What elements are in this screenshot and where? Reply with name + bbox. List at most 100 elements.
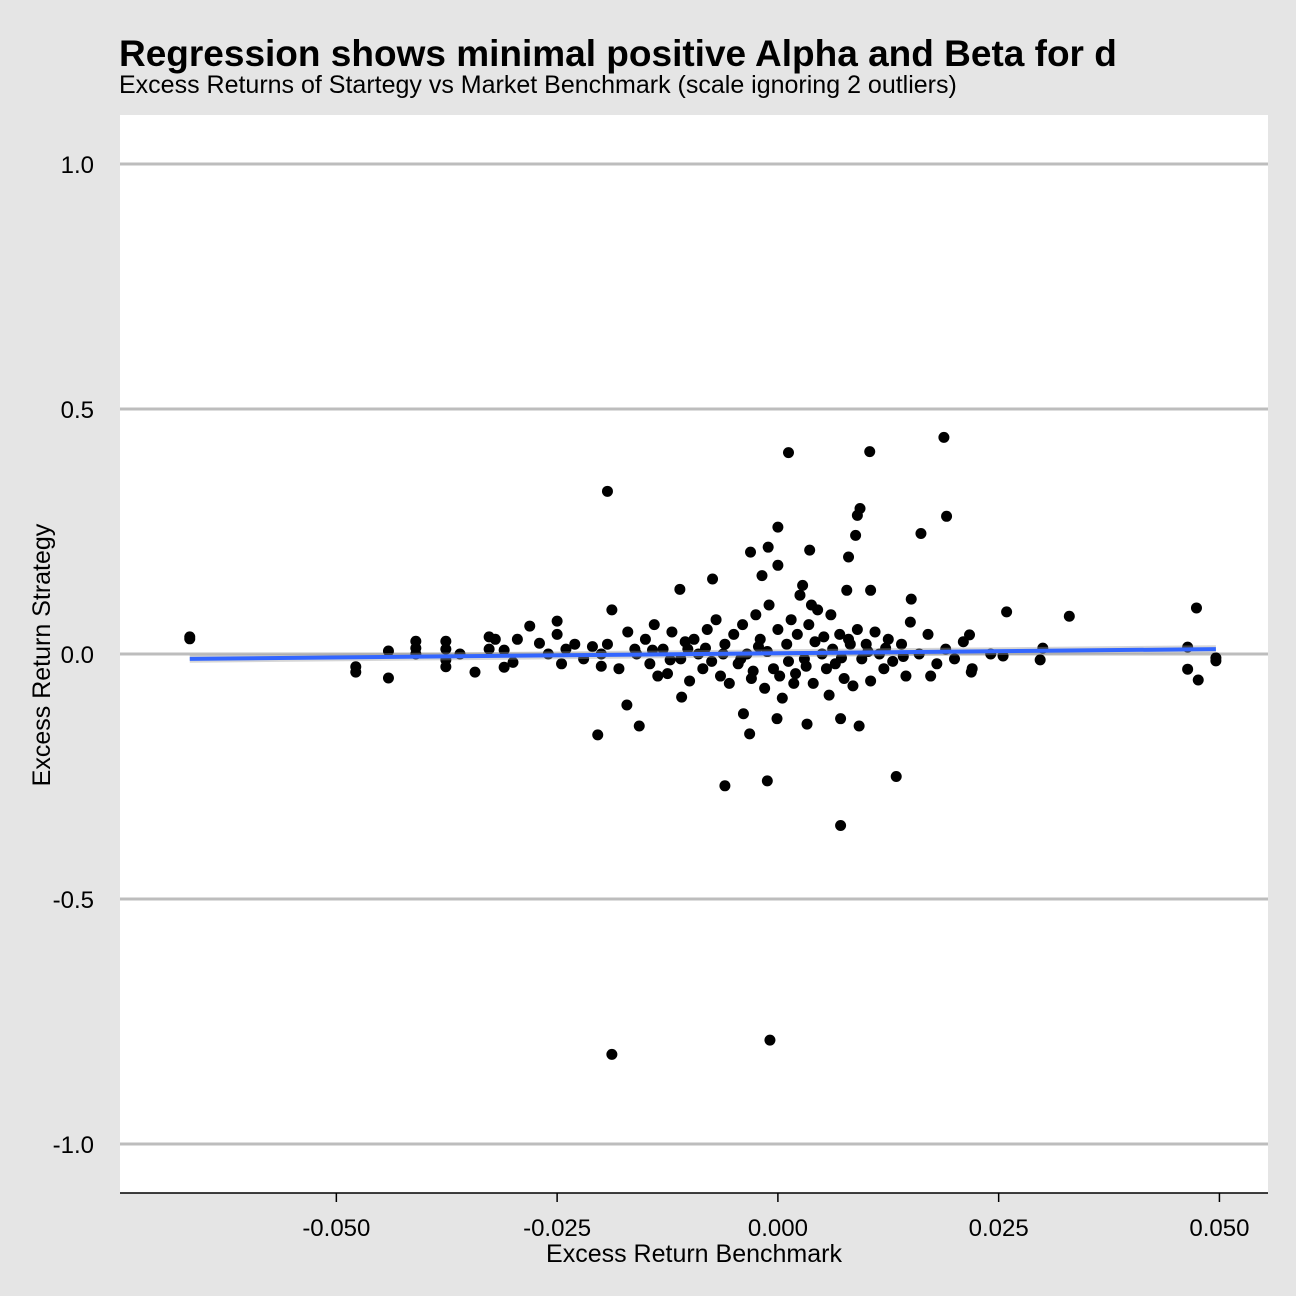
x-tick-label: -0.025	[523, 1215, 591, 1242]
data-point	[782, 655, 794, 667]
data-point	[621, 699, 633, 711]
data-point	[818, 631, 830, 643]
x-tick-label: 0.050	[1189, 1215, 1249, 1242]
chart-title: Regression shows minimal positive Alpha …	[119, 33, 1117, 74]
data-point	[747, 665, 759, 677]
data-point	[498, 661, 510, 673]
data-point	[887, 655, 899, 667]
data-point	[714, 670, 726, 682]
data-point	[719, 780, 731, 792]
data-point	[507, 656, 519, 668]
data-point	[781, 638, 793, 650]
data-point	[737, 619, 749, 631]
data-point	[648, 619, 660, 631]
data-point	[825, 609, 837, 621]
data-point	[601, 485, 613, 497]
data-point	[865, 675, 877, 687]
data-point	[382, 645, 394, 657]
data-point	[922, 628, 934, 640]
data-point	[737, 708, 749, 720]
data-point	[629, 643, 641, 655]
y-tick-label: 1.0	[61, 152, 94, 179]
chart-subtitle: Excess Returns of Startegy vs Market Ben…	[119, 71, 957, 99]
data-point	[997, 650, 1009, 662]
data-point	[834, 628, 846, 640]
data-point	[776, 692, 788, 704]
data-point	[1210, 655, 1222, 667]
data-point	[957, 636, 969, 648]
data-point	[782, 447, 794, 459]
data-point	[524, 620, 536, 632]
data-point	[469, 666, 481, 678]
data-point	[533, 637, 545, 649]
data-point	[697, 663, 709, 675]
data-point	[804, 544, 816, 556]
data-point	[350, 666, 362, 678]
data-point	[639, 633, 651, 645]
data-point	[938, 431, 950, 443]
data-point	[949, 653, 961, 665]
data-point	[869, 626, 881, 638]
data-point	[841, 584, 853, 596]
data-point	[820, 663, 832, 675]
data-point	[915, 527, 927, 539]
data-point	[706, 655, 718, 667]
x-axis-label: Excess Return Benchmark	[546, 1240, 842, 1268]
data-point	[844, 638, 856, 650]
data-point	[805, 599, 817, 611]
data-point	[750, 609, 762, 621]
data-point	[1182, 663, 1194, 675]
data-point	[606, 1048, 618, 1060]
data-point	[606, 604, 618, 616]
data-point	[890, 771, 902, 782]
data-point	[657, 643, 669, 655]
data-point	[184, 633, 196, 645]
data-point	[896, 638, 908, 650]
data-point	[762, 541, 774, 553]
data-point	[767, 663, 779, 675]
data-point	[759, 682, 771, 694]
data-point	[843, 551, 855, 563]
data-point	[382, 672, 394, 684]
data-point	[966, 663, 978, 675]
data-point	[904, 616, 916, 628]
data-point	[864, 446, 876, 458]
data-point	[791, 628, 803, 640]
data-point	[835, 713, 847, 725]
data-point	[1063, 610, 1075, 622]
data-point	[556, 658, 568, 670]
data-point	[674, 583, 686, 595]
data-point	[1034, 654, 1046, 666]
data-point	[835, 820, 847, 831]
data-point	[882, 633, 894, 645]
data-point	[483, 643, 495, 655]
data-point	[489, 633, 501, 645]
data-point	[905, 593, 917, 605]
y-tick-label: 0.0	[61, 642, 94, 669]
data-point	[701, 624, 713, 635]
data-point	[728, 628, 740, 640]
data-point	[801, 718, 813, 730]
data-point	[652, 670, 664, 682]
data-point	[900, 670, 912, 682]
data-point	[761, 775, 773, 787]
data-point	[410, 642, 422, 654]
data-point	[682, 643, 694, 655]
data-point	[763, 599, 775, 611]
data-point	[771, 713, 783, 725]
regression-line	[189, 647, 1216, 661]
data-point	[601, 638, 613, 650]
data-point	[676, 691, 688, 703]
data-point	[800, 660, 812, 672]
data-point	[633, 720, 645, 732]
data-point	[931, 658, 943, 670]
data-point	[756, 570, 768, 582]
data-point	[735, 653, 747, 665]
data-point	[851, 509, 863, 521]
data-point	[941, 510, 953, 522]
data-point	[440, 643, 452, 655]
data-point	[744, 728, 756, 740]
data-point	[788, 677, 800, 689]
data-point	[699, 642, 711, 654]
